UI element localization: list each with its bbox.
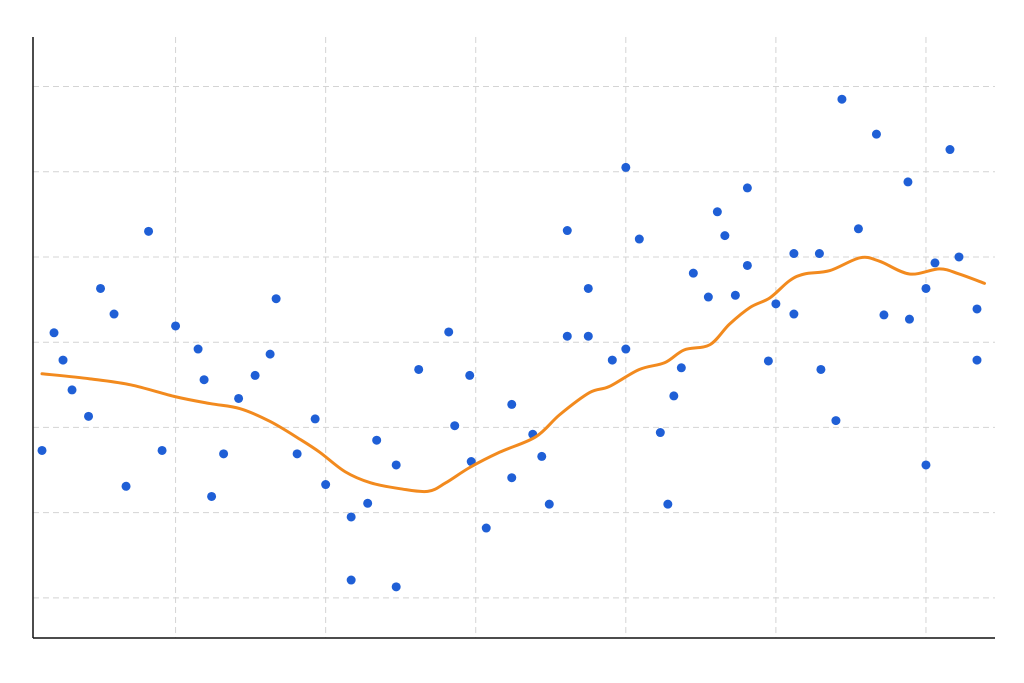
point (292, 449, 302, 459)
point (49, 328, 59, 338)
point (583, 283, 593, 293)
point (84, 411, 94, 421)
point (391, 460, 401, 470)
point (954, 252, 964, 262)
point (837, 94, 847, 104)
point (607, 355, 617, 365)
point (730, 290, 740, 300)
point (871, 129, 881, 139)
point (363, 498, 373, 508)
point (67, 385, 77, 395)
point (391, 582, 401, 592)
point (945, 145, 955, 155)
point (346, 512, 356, 522)
point (58, 355, 68, 365)
point (507, 399, 517, 409)
point (144, 226, 154, 236)
point (742, 183, 752, 193)
point (562, 226, 572, 236)
point (930, 258, 940, 268)
point (444, 327, 454, 337)
point (814, 249, 824, 259)
point (972, 304, 982, 314)
point (450, 421, 460, 431)
point (271, 294, 281, 304)
point (321, 480, 331, 490)
point (789, 249, 799, 259)
point (199, 375, 209, 385)
point (121, 481, 131, 491)
point (712, 207, 722, 217)
point (250, 370, 260, 380)
point (109, 309, 119, 319)
point (544, 499, 554, 509)
point (537, 451, 547, 461)
point (193, 344, 203, 354)
point (634, 234, 644, 244)
point (921, 460, 931, 470)
point (789, 309, 799, 319)
point (207, 491, 217, 501)
point (583, 331, 593, 341)
point (171, 321, 181, 331)
point (372, 435, 382, 445)
point (972, 355, 982, 365)
point (703, 292, 713, 302)
trend-line (40, 255, 986, 494)
point (310, 414, 320, 424)
point (346, 575, 356, 585)
point (676, 363, 686, 373)
point (903, 177, 913, 187)
point (771, 299, 781, 309)
point (562, 331, 572, 341)
point (465, 370, 475, 380)
point (663, 499, 673, 509)
point (720, 231, 730, 241)
point (655, 428, 665, 438)
point (669, 391, 679, 401)
point (921, 283, 931, 293)
point (157, 445, 167, 455)
point (831, 416, 841, 426)
point (853, 224, 863, 234)
point (96, 283, 106, 293)
point (621, 344, 631, 354)
point (904, 314, 914, 324)
point (621, 162, 631, 172)
point (507, 473, 517, 483)
point (265, 349, 275, 359)
point (816, 364, 826, 374)
point (37, 445, 47, 455)
point (414, 364, 424, 374)
point (879, 310, 889, 320)
point (688, 268, 698, 278)
point (219, 449, 229, 459)
point (763, 356, 773, 366)
point (481, 523, 491, 533)
point (234, 393, 244, 403)
point (742, 260, 752, 270)
